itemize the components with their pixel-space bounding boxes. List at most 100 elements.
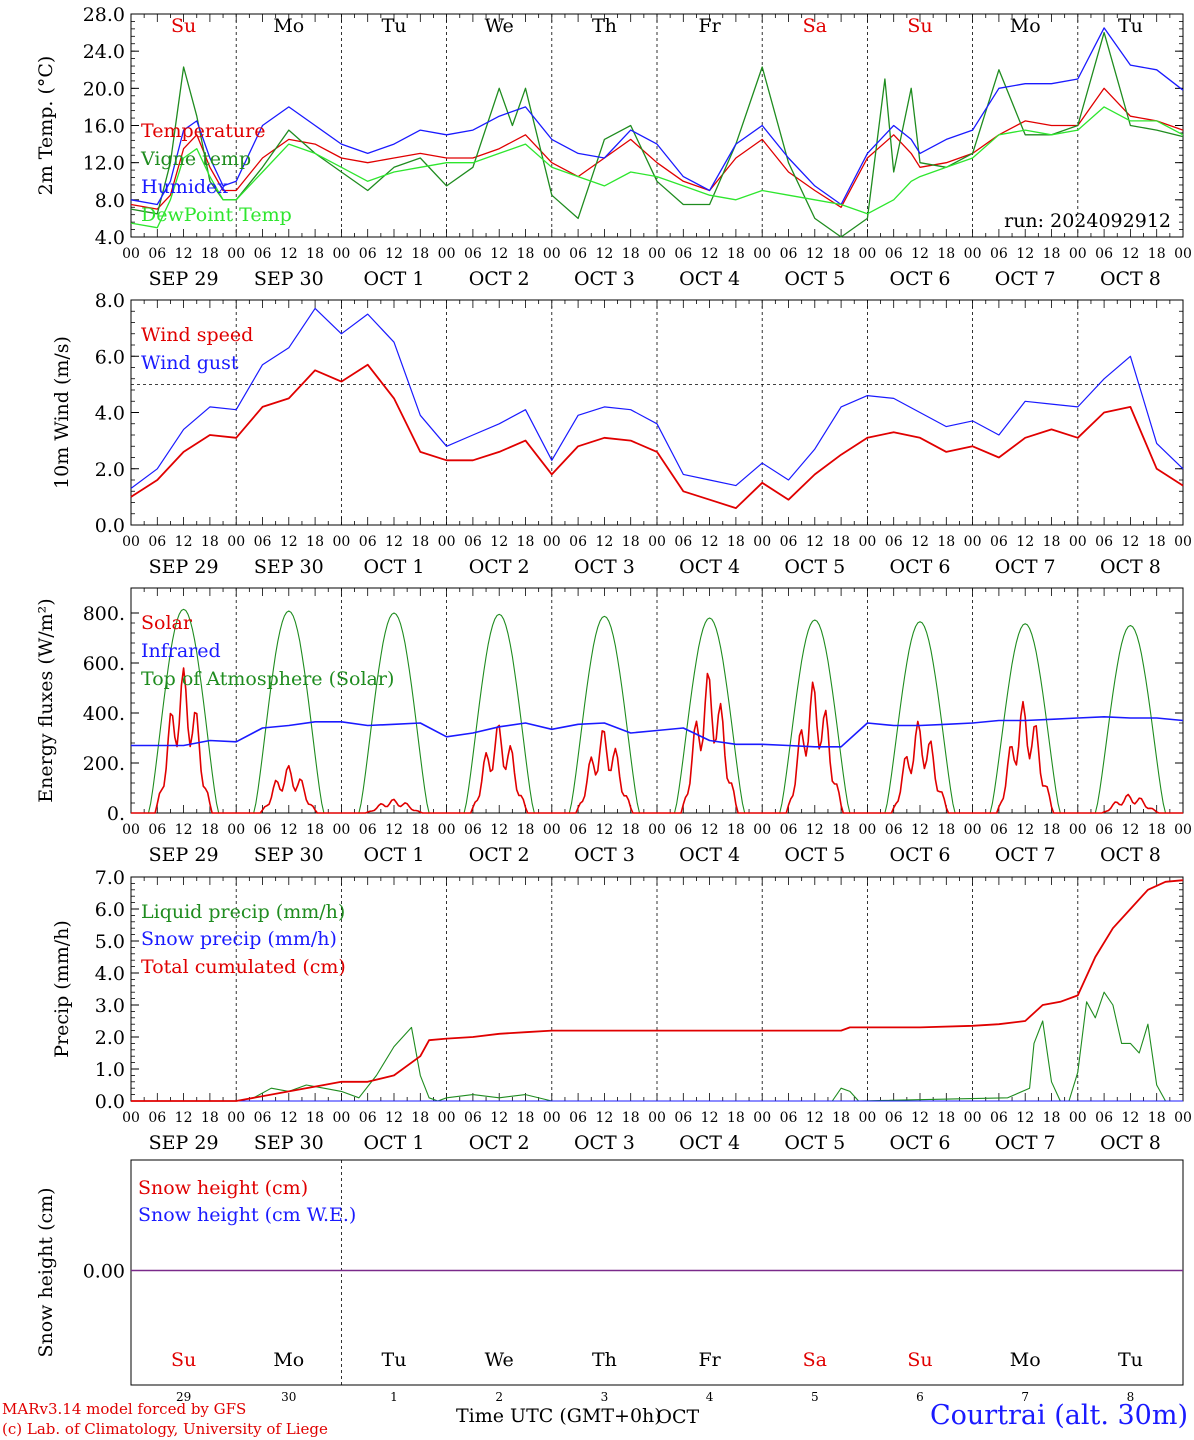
y-tick-label: 4.0 xyxy=(95,963,125,985)
x-date-label: OCT 1 xyxy=(364,556,425,578)
x-hour-label: 00 xyxy=(122,822,140,838)
x-hour-label: 18 xyxy=(201,822,219,838)
legend-vigne-temp: Vigne temp xyxy=(140,148,251,170)
x-hour-label: 00 xyxy=(858,534,876,550)
x-date-label: OCT 6 xyxy=(890,1132,951,1154)
x-hour-label: 00 xyxy=(1174,534,1192,550)
x-hour-label: 12 xyxy=(701,822,719,838)
y-tick-label: 6.0 xyxy=(95,899,125,921)
x-hour-label: 18 xyxy=(411,1110,429,1126)
x-date-label: OCT 8 xyxy=(1100,268,1161,290)
x-date-label: OCT 5 xyxy=(784,1132,845,1154)
y-axis-label: Snow height (cm) xyxy=(35,1187,57,1357)
y-tick-label: 0.0 xyxy=(95,515,125,537)
x-hour-label: 18 xyxy=(517,534,535,550)
day-number-label: 2 xyxy=(495,1390,503,1404)
x-hour-label: 18 xyxy=(1043,246,1061,262)
x-hour-label: 12 xyxy=(911,246,929,262)
x-date-label: SEP 29 xyxy=(149,556,219,578)
x-date-label: OCT 5 xyxy=(784,268,845,290)
x-date-label: SEP 30 xyxy=(254,556,324,578)
y-tick-label: 8.0 xyxy=(95,290,125,312)
legend-temperature: Temperature xyxy=(141,120,265,142)
x-hour-label: 06 xyxy=(674,534,692,550)
x-hour-label: 18 xyxy=(411,822,429,838)
series-line-liquid-precip-mm-h xyxy=(131,991,1183,1102)
day-number-label: 4 xyxy=(706,1390,714,1404)
y-tick-label: 16.0 xyxy=(83,116,125,138)
x-hour-label: 06 xyxy=(359,1110,377,1126)
series-line-total-cumulated-cm xyxy=(131,879,1184,1102)
time-axis-label: Time UTC (GMT+0h) xyxy=(456,1405,662,1427)
x-hour-label: 06 xyxy=(464,246,482,262)
x-hour-label: 18 xyxy=(937,822,955,838)
x-hour-label: 06 xyxy=(254,822,272,838)
x-hour-label: 12 xyxy=(806,246,824,262)
x-hour-label: 06 xyxy=(359,246,377,262)
station-label: Courtrai (alt. 30m) xyxy=(929,1400,1188,1431)
x-hour-label: 12 xyxy=(701,246,719,262)
day-number-label: 8 xyxy=(1127,1390,1135,1404)
series-line-dewpoint-temp xyxy=(130,106,1184,229)
x-hour-label: 12 xyxy=(806,534,824,550)
x-date-label: OCT 4 xyxy=(679,268,740,290)
x-date-label: OCT 3 xyxy=(574,556,635,578)
x-hour-label: 12 xyxy=(385,246,403,262)
legend-solar: Solar xyxy=(141,612,193,634)
y-axis-label: Precip (mm/h) xyxy=(51,920,73,1058)
x-date-label: OCT 2 xyxy=(469,556,530,578)
x-hour-label: 06 xyxy=(1095,1110,1113,1126)
legend-dewpoint-temp: DewPoint Temp xyxy=(141,204,292,226)
x-hour-label: 06 xyxy=(359,534,377,550)
x-hour-label: 00 xyxy=(332,534,350,550)
x-hour-label: 12 xyxy=(1016,246,1034,262)
x-hour-label: 06 xyxy=(674,246,692,262)
x-hour-label: 06 xyxy=(780,534,798,550)
x-date-label: OCT 1 xyxy=(364,268,425,290)
y-tick-label: 4.0 xyxy=(95,403,125,425)
y-tick-label: 28.0 xyxy=(83,4,125,26)
x-hour-label: 12 xyxy=(280,534,298,550)
x-hour-label: 00 xyxy=(227,822,245,838)
x-hour-label: 06 xyxy=(990,534,1008,550)
x-hour-label: 06 xyxy=(569,822,587,838)
legend-wind-speed: Wind speed xyxy=(141,324,253,346)
x-hour-label: 06 xyxy=(674,822,692,838)
x-hour-label: 00 xyxy=(648,1110,666,1126)
x-hour-label: 12 xyxy=(1121,534,1139,550)
x-hour-label: 12 xyxy=(1016,534,1034,550)
legend-snow-height-cm-w-e: Snow height (cm W.E.) xyxy=(138,1204,356,1226)
x-hour-label: 00 xyxy=(332,1110,350,1126)
day-name-label: Sa xyxy=(803,1349,827,1371)
x-hour-label: 00 xyxy=(438,822,456,838)
x-hour-label: 06 xyxy=(885,1110,903,1126)
x-date-label: OCT 7 xyxy=(995,844,1056,866)
x-hour-label: 00 xyxy=(227,534,245,550)
x-hour-label: 12 xyxy=(806,822,824,838)
x-hour-label: 00 xyxy=(753,246,771,262)
x-hour-label: 06 xyxy=(1095,534,1113,550)
x-hour-label: 00 xyxy=(1069,246,1087,262)
x-hour-label: 12 xyxy=(280,1110,298,1126)
x-hour-label: 00 xyxy=(964,1110,982,1126)
day-name-label: Tu xyxy=(1118,15,1143,37)
x-hour-label: 12 xyxy=(701,1110,719,1126)
x-hour-label: 06 xyxy=(990,246,1008,262)
y-tick-label: 8.0 xyxy=(95,190,125,212)
day-name-label: We xyxy=(485,15,514,37)
series-line-vigne-temp xyxy=(130,31,1184,238)
x-date-label: OCT 4 xyxy=(679,844,740,866)
x-hour-label: 00 xyxy=(964,534,982,550)
x-hour-label: 12 xyxy=(1121,822,1139,838)
x-hour-label: 06 xyxy=(780,246,798,262)
x-date-label: SEP 30 xyxy=(254,268,324,290)
x-hour-label: 06 xyxy=(148,246,166,262)
y-axis-label: 10m Wind (m/s) xyxy=(51,336,73,489)
x-hour-label: 12 xyxy=(490,534,508,550)
x-date-label: OCT 1 xyxy=(364,844,425,866)
x-date-label: OCT 6 xyxy=(890,268,951,290)
x-hour-label: 18 xyxy=(727,534,745,550)
y-tick-label: 4.0 xyxy=(95,227,125,249)
y-tick-label: 20.0 xyxy=(83,78,125,100)
x-hour-label: 00 xyxy=(543,534,561,550)
